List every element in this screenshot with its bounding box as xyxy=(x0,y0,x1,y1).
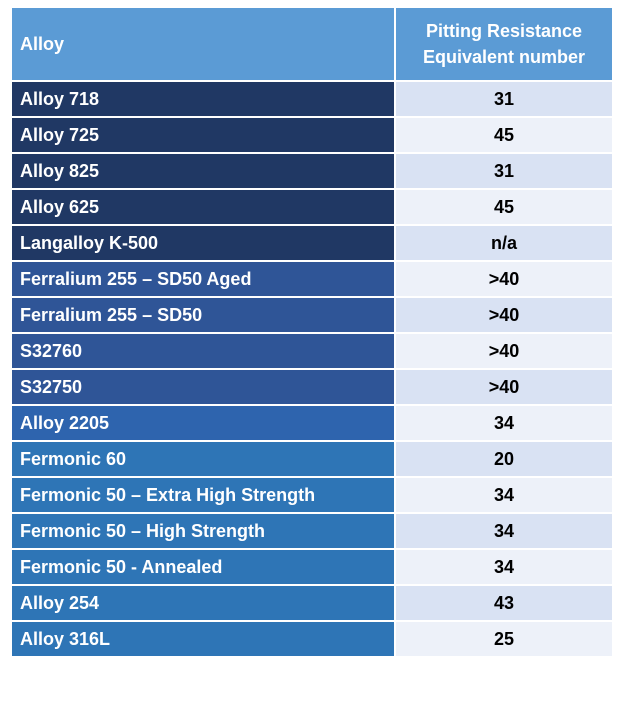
table-row: Langalloy K-500 n/a xyxy=(10,224,614,262)
table-row: Alloy 725 45 xyxy=(10,116,614,154)
table-header: Alloy Pitting Resistance Equivalent numb… xyxy=(10,6,614,82)
alloy-name: S32760 xyxy=(10,332,396,370)
alloy-name: Alloy 2205 xyxy=(10,404,396,442)
pren-value: 31 xyxy=(394,80,614,118)
alloy-name: Alloy 625 xyxy=(10,188,396,226)
pren-value: 34 xyxy=(394,476,614,514)
pren-value: 45 xyxy=(394,188,614,226)
header-text: Pitting Resistance Equivalent number xyxy=(422,21,586,67)
pren-value: 20 xyxy=(394,440,614,478)
table-row: Alloy 718 31 xyxy=(10,80,614,118)
pren-value: 25 xyxy=(394,620,614,658)
alloy-table: Alloy Pitting Resistance Equivalent numb… xyxy=(10,6,614,658)
alloy-name: Langalloy K-500 xyxy=(10,224,396,262)
pren-value: 34 xyxy=(394,548,614,586)
table-row: Alloy 625 45 xyxy=(10,188,614,226)
header-cell: Alloy xyxy=(10,6,396,82)
alloy-name: Alloy 316L xyxy=(10,620,396,658)
alloy-name: Alloy 825 xyxy=(10,152,396,190)
table-row: Ferralium 255 – SD50 Aged >40 xyxy=(10,260,614,298)
pren-value: 43 xyxy=(394,584,614,622)
pren-value: 45 xyxy=(394,116,614,154)
alloy-name: Ferralium 255 – SD50 xyxy=(10,296,396,334)
table-row: Fermonic 50 – Extra High Strength 34 xyxy=(10,476,614,514)
table-row: Alloy 2205 34 xyxy=(10,404,614,442)
alloy-name: Alloy 725 xyxy=(10,116,396,154)
pren-value: 34 xyxy=(394,404,614,442)
pren-value: 31 xyxy=(394,152,614,190)
pren-value: >40 xyxy=(394,296,614,334)
alloy-name: Alloy 254 xyxy=(10,584,396,622)
alloy-name: S32750 xyxy=(10,368,396,406)
alloy-name: Ferralium 255 – SD50 Aged xyxy=(10,260,396,298)
table-row: S32760 >40 xyxy=(10,332,614,370)
table-row: S32750 >40 xyxy=(10,368,614,406)
table-row: Fermonic 60 20 xyxy=(10,440,614,478)
header-cell: Pitting Resistance Equivalent number xyxy=(394,6,614,82)
alloy-name: Fermonic 50 - Annealed xyxy=(10,548,396,586)
pren-value: >40 xyxy=(394,368,614,406)
table-body: Alloy 718 31 Alloy 725 45 Alloy 825 31 Alloy 6… xyxy=(10,80,614,658)
pren-value: >40 xyxy=(394,260,614,298)
alloy-name: Fermonic 50 – Extra High Strength xyxy=(10,476,396,514)
table-row: Alloy 316L 25 xyxy=(10,620,614,658)
table-row: Alloy 825 31 xyxy=(10,152,614,190)
pren-value: >40 xyxy=(394,332,614,370)
alloy-name: Fermonic 50 – High Strength xyxy=(10,512,396,550)
table-row: Fermonic 50 – High Strength 34 xyxy=(10,512,614,550)
pren-value: n/a xyxy=(394,224,614,262)
table-row: Fermonic 50 - Annealed 34 xyxy=(10,548,614,586)
header-row: Alloy Pitting Resistance Equivalent numb… xyxy=(10,6,614,82)
alloy-name: Alloy 718 xyxy=(10,80,396,118)
alloy-name: Fermonic 60 xyxy=(10,440,396,478)
pren-value: 34 xyxy=(394,512,614,550)
table-row: Alloy 254 43 xyxy=(10,584,614,622)
table-row: Ferralium 255 – SD50 >40 xyxy=(10,296,614,334)
